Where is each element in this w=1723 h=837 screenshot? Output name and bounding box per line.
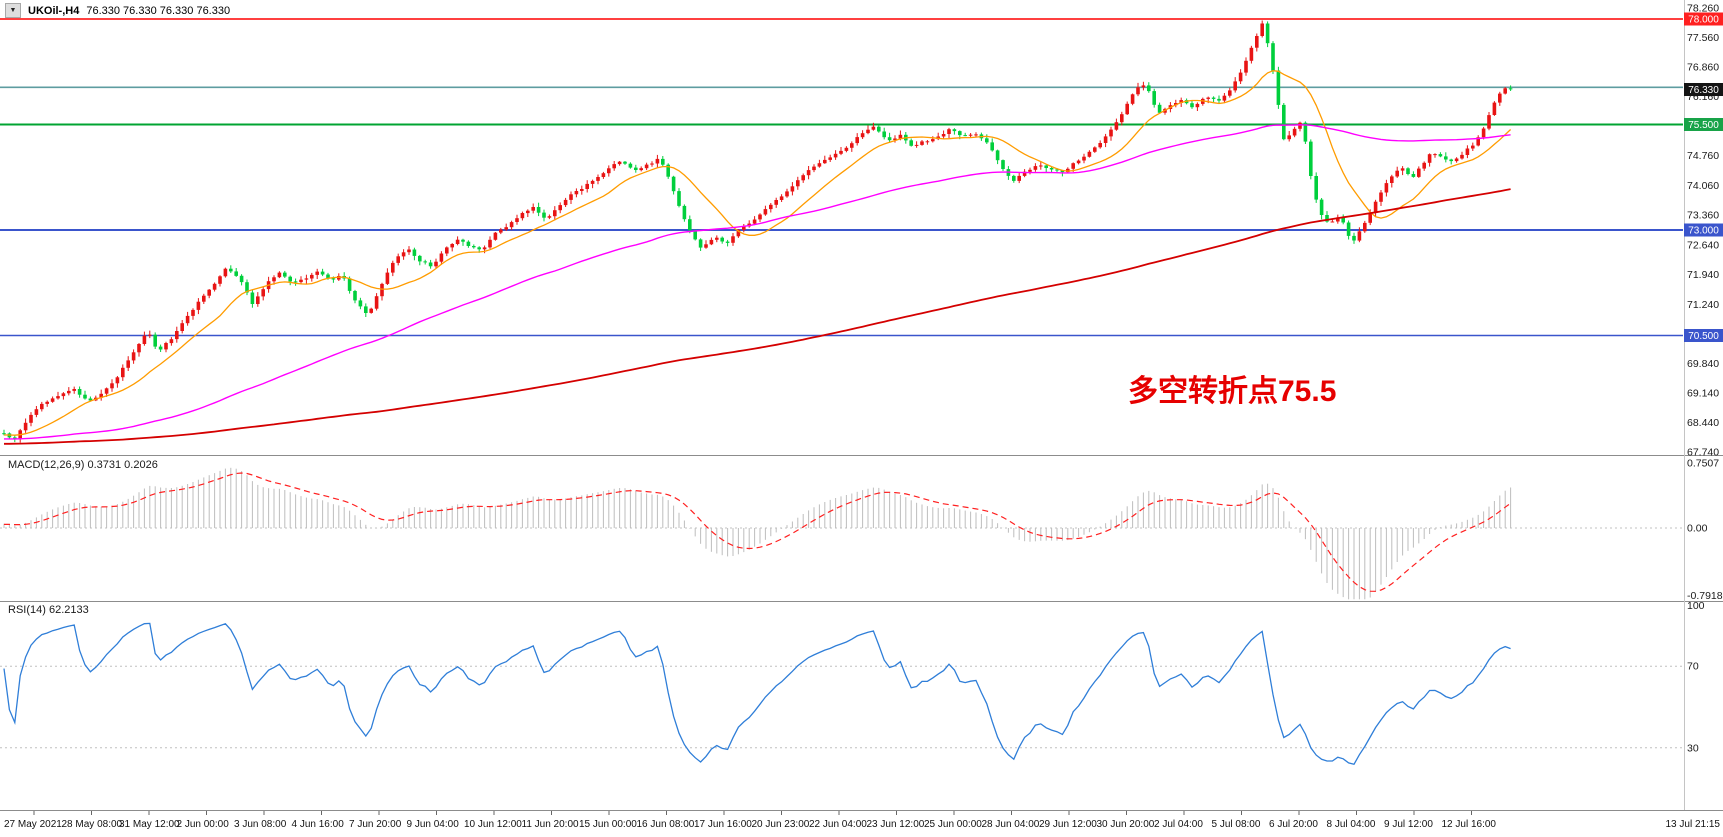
- level-price-badge: [1684, 118, 1723, 131]
- time-tick-label: 27 May 2021: [4, 819, 62, 830]
- price-tick-label: 69.840: [1687, 358, 1719, 370]
- price-axis: 78.26077.56076.86076.16074.76074.06073.3…: [1684, 3, 1723, 459]
- time-tick-label: 10 Jun 12:00: [464, 819, 522, 830]
- rsi-line: [3, 622, 1511, 766]
- time-tick-label: 7 Jun 20:00: [349, 819, 402, 830]
- svg-text:76.330: 76.330: [1688, 85, 1719, 96]
- macd-panel[interactable]: [0, 467, 1683, 600]
- time-tick-label: 30 Jun 20:00: [1097, 819, 1155, 830]
- main-chart-panel[interactable]: [0, 18, 1683, 445]
- time-tick-label: 15 Jun 00:00: [579, 819, 637, 830]
- price-tick-label: 74.060: [1687, 180, 1719, 192]
- price-tick-label: 74.760: [1687, 150, 1719, 162]
- time-tick-label: 22 Jun 04:00: [809, 819, 867, 830]
- time-tick-label: 25 Jun 00:00: [924, 819, 982, 830]
- svg-text:78.000: 78.000: [1688, 15, 1719, 26]
- time-tick-label: 3 Jun 08:00: [234, 819, 287, 830]
- ma-slow-line: [4, 188, 1511, 445]
- rsi-axis-label: 100: [1687, 600, 1705, 612]
- macd-signal-line: [4, 472, 1511, 592]
- svg-text:70.500: 70.500: [1688, 331, 1719, 342]
- horizontal-level-lines[interactable]: [0, 18, 1683, 337]
- time-tick-label: 5 Jul 08:00: [1212, 819, 1261, 830]
- macd-axis-label: 0.7507: [1687, 458, 1719, 470]
- price-tick-label: 77.560: [1687, 32, 1719, 44]
- price-tick-label: 71.940: [1687, 269, 1719, 281]
- symbol-timeframe-label: UKOil-,H4: [28, 4, 80, 17]
- time-tick-label: 2 Jul 04:00: [1154, 819, 1203, 830]
- level-price-badge: [1684, 329, 1723, 342]
- price-tick-label: 67.740: [1687, 447, 1719, 459]
- time-tick-label: 31 May 12:00: [119, 819, 180, 830]
- ohlc-values: 76.330 76.330 76.330 76.330: [86, 4, 231, 17]
- price-tick-label: 69.140: [1687, 387, 1719, 399]
- time-tick-label: 16 Jun 08:00: [637, 819, 695, 830]
- macd-histogram: [3, 467, 1512, 600]
- level-price-badge: [1684, 12, 1723, 26]
- time-tick-label: 28 May 08:00: [62, 819, 123, 830]
- rsi-axis-label: 70: [1687, 661, 1699, 673]
- time-tick-label: 2 Jun 00:00: [177, 819, 230, 830]
- price-tick-label: 71.240: [1687, 299, 1719, 311]
- time-tick-label: 11 Jun 20:00: [522, 819, 580, 830]
- rsi-axis-label: 30: [1687, 742, 1699, 754]
- time-tick-label: 8 Jul 04:00: [1327, 819, 1376, 830]
- macd-axis-label: 0.00: [1687, 523, 1708, 535]
- price-tick-label: 68.440: [1687, 417, 1719, 429]
- svg-text:73.000: 73.000: [1688, 226, 1719, 237]
- triangle-down-icon: ▼: [9, 7, 17, 14]
- time-tick-label: 9 Jun 04:00: [407, 819, 460, 830]
- chart-header: ▼ UKOil-,H4 76.330 76.330 76.330 76.330: [5, 3, 230, 18]
- price-tick-label: 78.260: [1687, 3, 1719, 15]
- collapse-chart-button[interactable]: ▼: [5, 3, 21, 18]
- ma-fast-line: [4, 70, 1512, 436]
- time-tick-label: 20 Jun 23:00: [752, 819, 810, 830]
- time-tick-label: 29 Jun 12:00: [1039, 819, 1097, 830]
- current-price-badge: [1684, 83, 1723, 96]
- time-tick-label: 17 Jun 16:00: [694, 819, 752, 830]
- rsi-panel[interactable]: [0, 622, 1683, 766]
- candlesticks: [2, 20, 1513, 443]
- time-tick-label: 4 Jun 16:00: [292, 819, 345, 830]
- time-tick-label: 6 Jul 20:00: [1269, 819, 1318, 830]
- time-tick-label: 28 Jun 04:00: [982, 819, 1040, 830]
- ma-medium-line: [4, 124, 1511, 440]
- price-tick-label: 72.640: [1687, 240, 1719, 252]
- price-tick-label: 76.860: [1687, 62, 1719, 74]
- time-current-label: 13 Jul 21:15: [1666, 819, 1721, 830]
- price-tick-label: 73.360: [1687, 209, 1719, 221]
- time-tick-label: 23 Jun 12:00: [867, 819, 925, 830]
- macd-axis-label: -0.7918: [1687, 590, 1723, 602]
- time-tick-label: 12 Jul 16:00: [1442, 819, 1497, 830]
- svg-text:75.500: 75.500: [1688, 120, 1719, 131]
- time-tick-label: 9 Jul 12:00: [1384, 819, 1433, 830]
- level-price-badge: [1684, 223, 1723, 237]
